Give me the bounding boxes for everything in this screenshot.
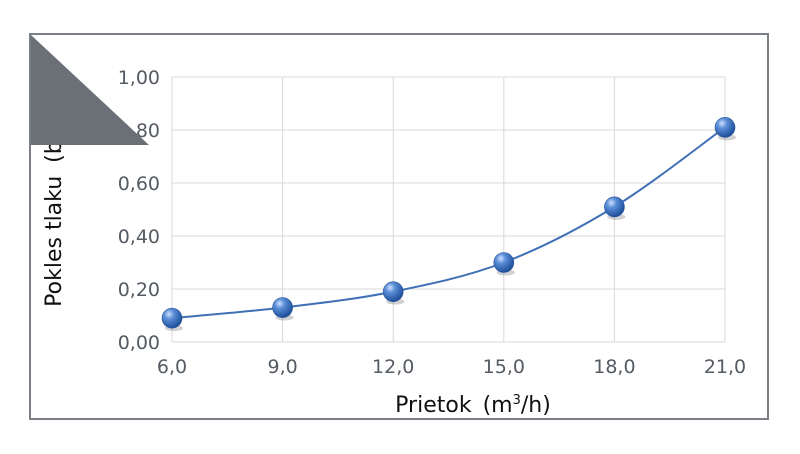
filter-size-badge: 25 µm xyxy=(43,386,113,408)
y-tick-label: 0,00 xyxy=(118,332,160,354)
data-point xyxy=(714,117,736,138)
x-axis-title: Prietok (m3/h) xyxy=(395,393,551,418)
chart-frame: 0,00 0,20 0,40 0,60 0,80 1,00 6,0 9,0 12,0 15,0 18… xyxy=(29,33,769,420)
y-tick-label: 0,20 xyxy=(118,279,160,301)
y-tick-label: 1,00 xyxy=(118,67,160,89)
x-tick-label: 6,0 xyxy=(157,356,187,378)
x-tick-label: 12,0 xyxy=(372,356,414,378)
data-point xyxy=(493,252,515,273)
x-tick-label: 18,0 xyxy=(593,356,635,378)
series-line xyxy=(171,126,726,320)
data-point xyxy=(272,297,293,318)
data-point xyxy=(382,281,404,302)
y-tick-label: 0,60 xyxy=(118,173,160,195)
x-tick-label: 9,0 xyxy=(267,356,297,378)
data-point xyxy=(604,196,625,218)
y-tick-label: 0,40 xyxy=(118,226,160,248)
corner-badge-shape xyxy=(31,35,149,145)
data-point xyxy=(161,307,183,329)
x-tick-label: 21,0 xyxy=(704,356,746,378)
x-tick-label: 15,0 xyxy=(483,356,525,378)
